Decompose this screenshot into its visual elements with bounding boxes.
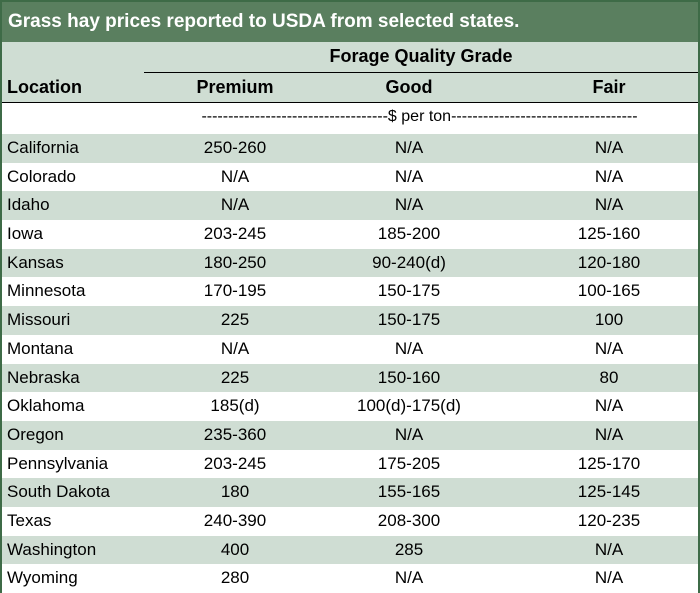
group-header: Forage Quality Grade [329,46,513,66]
location-cell: Iowa [7,224,43,244]
location-cell: Colorado [7,166,76,186]
premium-cell: N/A [220,195,250,215]
fair-cell: N/A [594,138,624,157]
table-row: Washington 400 285 N/A [2,535,698,565]
fair-cell: 120-235 [577,510,641,530]
fair-cell: 120-180 [577,252,641,272]
location-cell: Montana [7,338,74,358]
good-cell: N/A [394,338,424,358]
fair-cell: N/A [594,166,624,186]
fair-cell: 125-170 [577,453,641,473]
good-cell: N/A [394,138,424,157]
premium-cell: 180 [220,482,250,502]
location-cell: Oklahoma [7,396,85,416]
premium-cell: 280 [220,568,250,588]
premium-cell: N/A [220,338,250,358]
fair-cell: 80 [599,367,619,387]
table-row: Pennsylvania 203-245 175-205 125-170 [2,449,698,479]
location-cell: Minnesota [7,281,86,301]
location-cell: South Dakota [7,482,111,502]
table-row: South Dakota 180 155-165 125-145 [2,478,698,507]
good-cell: N/A [394,166,424,186]
fair-cell: 100 [594,310,624,330]
good-cell: 150-160 [377,367,441,387]
premium-cell: 225 [220,310,250,330]
location-cell: California [7,138,79,157]
premium-cell: 170-195 [203,281,267,301]
table-body: California 250-260 N/A N/A Colorado N/A N/A N/A… [2,134,698,593]
good-cell: N/A [394,195,424,215]
location-cell: Wyoming [7,568,78,588]
table-header: Forage Quality Grade Location Premium Go… [2,42,698,102]
premium-cell: 203-245 [203,224,267,244]
good-cell: 185-200 [377,224,441,244]
table-row: Oklahoma 185(d) 100(d)-175(d) N/A [2,392,698,421]
good-cell: N/A [394,568,424,588]
table-title: Grass hay prices reported to USDA from s… [2,2,698,42]
good-cell: 208-300 [377,510,441,530]
group-header-rule [144,72,698,73]
table-row: Oregon 235-360 N/A N/A [2,420,698,450]
premium-cell: 225 [220,367,250,387]
premium-cell: 400 [220,539,250,559]
unit-label: -----------------------------------$ per… [201,108,638,125]
good-cell: 100(d)-175(d) [357,396,461,416]
fair-cell: N/A [594,338,624,358]
fair-cell: N/A [594,424,624,444]
good-cell: 175-205 [377,453,441,473]
table-row: Minnesota 170-195 150-175 100-165 [2,277,698,307]
location-cell: Nebraska [7,367,80,387]
premium-cell: 250-260 [203,138,267,157]
good-cell: N/A [394,424,424,444]
good-column-header: Good [385,77,433,97]
location-column-header: Location [7,77,82,97]
table-row: Texas 240-390 208-300 120-235 [2,506,698,536]
table-row: Missouri 225 150-175 100 [2,306,698,335]
table-row: Montana N/A N/A N/A [2,334,698,364]
fair-cell: N/A [594,568,624,588]
premium-cell: N/A [220,166,250,186]
table-row: Kansas 180-250 90-240(d) 120-180 [2,248,698,278]
fair-column-header: Fair [592,77,626,97]
good-cell: 155-165 [377,482,441,502]
location-cell: Texas [7,510,52,530]
unit-row: -----------------------------------$ per… [2,102,698,134]
good-cell: 285 [394,539,424,559]
fair-cell: N/A [594,539,624,559]
table-row: California 250-260 N/A N/A [2,134,698,163]
table-row: Colorado N/A N/A N/A [2,162,698,192]
premium-cell: 185(d) [210,396,260,416]
table-row: Idaho N/A N/A N/A [2,191,698,221]
good-cell: 150-175 [377,281,441,301]
fair-cell: N/A [594,195,624,215]
table-row: Iowa 203-245 185-200 125-160 [2,220,698,249]
good-cell: 150-175 [377,310,441,330]
table-row: Wyoming 280 N/A N/A [2,564,698,593]
premium-column-header: Premium [196,77,274,97]
location-cell: Missouri [7,310,71,330]
location-cell: Oregon [7,424,64,444]
premium-cell: 203-245 [203,453,267,473]
fair-cell: 100-165 [577,281,641,301]
fair-cell: N/A [594,396,624,416]
good-cell: 90-240(d) [372,252,446,272]
premium-cell: 235-360 [203,424,267,444]
location-cell: Pennsylvania [7,453,109,473]
location-cell: Idaho [7,195,50,215]
table-row: Nebraska 225 150-160 80 [2,363,698,393]
location-cell: Kansas [7,252,64,272]
premium-cell: 180-250 [203,252,267,272]
fair-cell: 125-145 [577,482,641,502]
location-cell: Washington [7,539,97,559]
premium-cell: 240-390 [203,510,267,530]
fair-cell: 125-160 [577,224,641,244]
